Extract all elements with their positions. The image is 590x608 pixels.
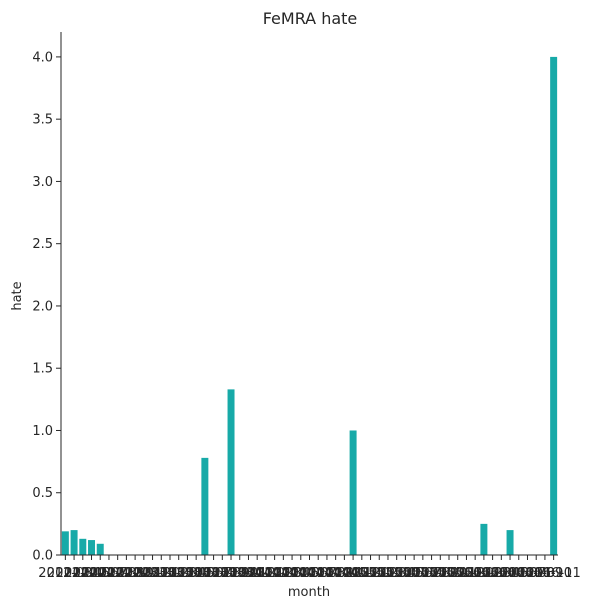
bar-2016-06 (506, 530, 514, 555)
x-tick-label: 2016-03 (457, 566, 511, 581)
x-tick-label: 2013-01 (125, 566, 179, 581)
x-tick-label: 2013-05 (160, 566, 214, 581)
x-tick-label: 2014-03 (247, 566, 301, 581)
bar-2016-03 (480, 523, 488, 555)
x-ticks-group: 2012-032012-042012-052012-062012-072012-… (38, 555, 581, 581)
x-tick-label: 2015-08 (396, 566, 450, 581)
x-tick-label: 2014-10 (308, 566, 362, 581)
x-tick-label: 2012-08 (82, 566, 136, 581)
bar-2012-05 (79, 538, 87, 555)
bar-2014-12 (349, 430, 357, 555)
y-tick-label: 1.0 (32, 424, 53, 439)
x-tick-label: 2013-03 (143, 566, 197, 581)
x-tick-label: 2014-04 (256, 566, 310, 581)
y-tick-label: 4.0 (32, 50, 53, 65)
x-tick-label: 2015-05 (370, 566, 424, 581)
y-tick-label: 2.5 (32, 237, 53, 252)
x-tick-label: 2012-06 (64, 566, 118, 581)
x-tick-label: 2016-07 (492, 566, 546, 581)
x-tick-label: 2015-02 (343, 566, 397, 581)
x-tick-label: 2016-11 (526, 566, 580, 581)
x-tick-label: 2013-06 (169, 566, 223, 581)
x-tick-label: 2015-11 (422, 566, 476, 581)
chart-title: FeMRA hate (263, 9, 358, 28)
x-tick-label: 2012-11 (108, 566, 162, 581)
y-tick-label: 0.0 (32, 549, 53, 564)
y-tick-label: 3.0 (32, 175, 53, 190)
x-tick-label: 2016-09 (509, 566, 563, 581)
x-tick-label: 2012-04 (47, 566, 101, 581)
y-tick-label: 1.5 (32, 362, 53, 377)
y-axis-label: hate (10, 281, 25, 310)
y-tick-label: 2.0 (32, 299, 53, 314)
x-tick-label: 2012-09 (91, 566, 145, 581)
x-tick-label: 2012-03 (38, 566, 92, 581)
x-tick-label: 2013-11 (213, 566, 267, 581)
x-tick-label: 2012-05 (56, 566, 110, 581)
x-tick-label: 2013-07 (178, 566, 232, 581)
y-ticks-group: 0.0 0.5 1.0 1.5 2.0 2.5 3.0 3.5 4.0 (32, 50, 61, 564)
bar-2013-07 (201, 457, 209, 555)
x-tick-label: 2014-06 (274, 566, 328, 581)
x-tick-label: 2015-10 (413, 566, 467, 581)
y-tick-label: 3.5 (32, 113, 53, 128)
x-tick-label: 2015-01 (335, 566, 389, 581)
x-tick-label: 2016-01 (439, 566, 493, 581)
x-tick-label: 2016-05 (474, 566, 528, 581)
bar-2012-04 (70, 530, 78, 555)
x-axis-label: month (288, 585, 330, 600)
x-tick-label: 2016-10 (518, 566, 572, 581)
x-tick-label: 2012-07 (73, 566, 127, 581)
x-tick-label: 2016-02 (448, 566, 502, 581)
x-tick-label: 2014-05 (265, 566, 319, 581)
x-tick-label: 2013-08 (186, 566, 240, 581)
bar-2012-06 (88, 540, 96, 555)
x-tick-label: 2015-03 (352, 566, 406, 581)
x-tick-label: 2016-04 (465, 566, 519, 581)
x-tick-label: 2014-07 (282, 566, 336, 581)
x-tick-label: 2014-09 (300, 566, 354, 581)
x-tick-label: 2016-06 (483, 566, 537, 581)
x-tick-label: 2014-11 (317, 566, 371, 581)
x-tick-label: 2014-02 (239, 566, 293, 581)
x-tick-label: 2014-01 (230, 566, 284, 581)
x-tick-label: 2015-09 (404, 566, 458, 581)
x-tick-label: 2013-12 (221, 566, 275, 581)
x-tick-label: 2014-12 (326, 566, 380, 581)
x-tick-label: 2012-12 (117, 566, 171, 581)
bar-2012-07 (96, 543, 104, 555)
x-tick-label: 2013-09 (195, 566, 249, 581)
x-tick-label: 2015-06 (378, 566, 432, 581)
x-tick-label: 2012-10 (99, 566, 153, 581)
x-tick-label: 2016-08 (500, 566, 554, 581)
x-tick-label: 2015-07 (387, 566, 441, 581)
bar-2013-10 (227, 389, 235, 555)
x-tick-label: 2013-10 (204, 566, 258, 581)
x-tick-label: 2015-12 (431, 566, 485, 581)
x-tick-label: 2013-02 (134, 566, 188, 581)
x-tick-label: 2013-04 (152, 566, 206, 581)
x-tick-label: 2015-04 (361, 566, 415, 581)
y-tick-label: 0.5 (32, 486, 53, 501)
bar-2016-11 (550, 56, 558, 556)
x-tick-label: 2014-08 (291, 566, 345, 581)
bar-2012-03 (61, 531, 69, 555)
bars-group (61, 56, 558, 556)
